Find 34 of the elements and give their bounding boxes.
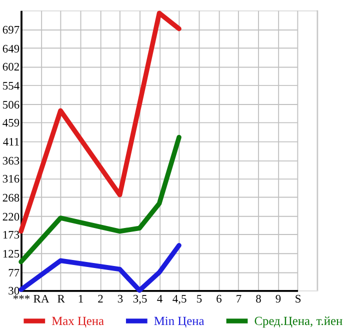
y-tick-label: 316 bbox=[2, 174, 20, 186]
y-tick-label: 268 bbox=[2, 192, 20, 205]
line-series bbox=[18, 10, 182, 234]
y-tick-label: 125 bbox=[2, 248, 20, 261]
y-tick-label: 649 bbox=[2, 43, 20, 56]
line-series bbox=[18, 134, 182, 264]
x-tick-label: 4 bbox=[156, 293, 163, 306]
x-tick-label: RA bbox=[33, 293, 50, 306]
x-tick-label: 3 bbox=[117, 293, 124, 306]
x-tick-label: 6 bbox=[216, 293, 222, 306]
y-tick-label: 602 bbox=[2, 62, 20, 74]
x-tick-label: R bbox=[57, 293, 66, 306]
x-tick-label: 5 bbox=[196, 293, 202, 306]
y-tick-label: 411 bbox=[2, 136, 20, 149]
y-tick-label: 77 bbox=[8, 267, 20, 280]
legend-label: Сред.Цена, т.йен bbox=[254, 314, 343, 328]
y-tick-label: 697 bbox=[2, 24, 20, 36]
y-tick-label: 220 bbox=[2, 211, 20, 224]
x-tick-label: 8 bbox=[256, 293, 262, 306]
y-tick-label: 459 bbox=[2, 118, 20, 130]
y-tick-label: 506 bbox=[2, 99, 20, 112]
y-tick-label: 173 bbox=[2, 230, 20, 242]
x-tick-label: 1 bbox=[78, 293, 84, 306]
x-tick-label: 9 bbox=[275, 293, 282, 306]
x-tick-label: S bbox=[294, 293, 302, 306]
x-tick-label: 3,5 bbox=[132, 293, 148, 306]
line-series bbox=[18, 242, 182, 293]
x-tick-label: 2 bbox=[98, 293, 104, 306]
y-tick-label: 363 bbox=[2, 155, 20, 168]
x-tick-label: 7 bbox=[236, 293, 242, 306]
y-tick-label: 554 bbox=[2, 80, 20, 93]
x-tick-label: 4,5 bbox=[172, 293, 187, 306]
legend-label: Min Цена bbox=[154, 314, 205, 328]
legend-label: Max Цена bbox=[52, 314, 105, 328]
